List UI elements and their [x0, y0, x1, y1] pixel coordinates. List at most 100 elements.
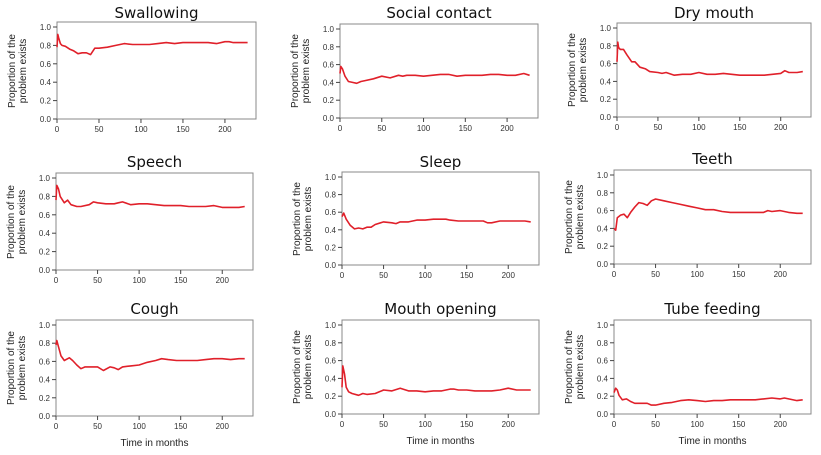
x-tick-label: 0: [54, 422, 59, 431]
x-tick-label: 0: [612, 420, 617, 429]
plot-frame: [341, 171, 540, 266]
x-tick-label: 50: [653, 123, 662, 132]
chart-title: Speech: [126, 153, 183, 171]
x-tick-label: 50: [651, 270, 660, 279]
chart-title: Cough: [130, 300, 179, 318]
x-tick-label: 50: [93, 276, 102, 285]
series-line: [56, 33, 248, 56]
y-tick-label: 1.0: [39, 321, 51, 330]
x-tick-label: 150: [174, 422, 188, 431]
y-tick-label: 0.2: [39, 248, 51, 257]
plot-frame: [55, 172, 254, 271]
y-tick-label: 0.8: [325, 191, 337, 200]
series-line: [613, 387, 803, 406]
y-tick-label: 0.4: [325, 226, 337, 235]
y-tick-label: 0.6: [597, 357, 609, 366]
y-tick-label: 1.0: [597, 171, 609, 180]
x-tick-label: 100: [417, 124, 431, 133]
y-tick-label: 0.6: [600, 60, 612, 69]
y-tick-label: 0.8: [600, 42, 612, 51]
y-tick-label: 1.0: [597, 321, 609, 330]
x-tick-label: 100: [418, 420, 432, 429]
y-tick-label: 0.2: [597, 392, 609, 401]
x-tick-label: 200: [502, 271, 516, 280]
y-tick-label: 0.0: [325, 261, 337, 270]
y-tick-label: 0.6: [325, 208, 337, 217]
plot-frame: [616, 22, 812, 118]
plot-frame: [56, 21, 257, 120]
y-tick-label: 0.0: [40, 115, 52, 124]
plot-frame: [613, 169, 812, 265]
series-line: [613, 198, 803, 231]
plot-frame: [613, 319, 812, 415]
y-tick-label: 0.4: [597, 374, 609, 383]
y-tick-label: 1.0: [325, 173, 337, 182]
y-tick-label: 0.8: [323, 43, 335, 52]
y-tick-label: 0.2: [323, 96, 335, 105]
y-tick-label: 0.4: [600, 77, 612, 86]
x-tick-label: 0: [55, 125, 60, 134]
y-tick-label: 1.0: [323, 25, 335, 34]
x-tick-label: 150: [459, 124, 473, 133]
x-tick-label: 0: [612, 270, 617, 279]
x-tick-label: 200: [774, 123, 788, 132]
x-tick-label: 0: [54, 276, 59, 285]
series-line: [341, 212, 531, 230]
y-tick-label: 0.2: [325, 243, 337, 252]
y-tick-label: 0.0: [597, 260, 609, 269]
x-tick-label: 50: [95, 125, 104, 134]
x-tick-label: 200: [216, 422, 230, 431]
series-line: [339, 65, 530, 85]
y-tick-label: 0.8: [40, 41, 52, 50]
x-tick-label: 150: [176, 125, 190, 134]
y-tick-label: 0.2: [40, 97, 52, 106]
x-tick-label: 150: [174, 276, 188, 285]
y-tick-label: 0.4: [39, 376, 51, 385]
y-tick-label: 0.2: [325, 392, 337, 401]
y-tick-label: 0.6: [39, 211, 51, 220]
y-tick-label: 0.0: [39, 412, 51, 421]
y-tick-label: 1.0: [40, 23, 52, 32]
chart-title: Sleep: [419, 153, 462, 171]
x-tick-label: 100: [692, 123, 706, 132]
y-tick-label: 0.0: [39, 266, 51, 275]
x-tick-label: 200: [774, 420, 788, 429]
x-tick-label: 100: [132, 276, 146, 285]
plot-frame: [55, 319, 254, 417]
x-tick-label: 0: [340, 420, 345, 429]
y-tick-label: 0.0: [325, 410, 337, 419]
x-axis-label: Time in months: [678, 436, 747, 447]
y-tick-label: 0.4: [39, 229, 51, 238]
y-tick-label: 0.0: [600, 113, 612, 122]
x-tick-label: 100: [134, 125, 148, 134]
y-tick-label: 1.0: [39, 174, 51, 183]
x-tick-label: 200: [500, 124, 514, 133]
series-line: [341, 365, 531, 397]
x-tick-label: 200: [774, 270, 788, 279]
chart-title: Mouth opening: [384, 300, 497, 318]
x-tick-label: 50: [93, 422, 102, 431]
x-tick-label: 150: [733, 123, 747, 132]
y-tick-label: 1.0: [600, 24, 612, 33]
x-tick-label: 0: [338, 124, 343, 133]
y-tick-label: 0.0: [597, 410, 609, 419]
x-tick-label: 200: [218, 125, 232, 134]
x-tick-label: 50: [377, 124, 386, 133]
chart-title: Swallowing: [114, 4, 199, 22]
y-tick-label: 0.8: [597, 339, 609, 348]
x-tick-label: 200: [216, 276, 230, 285]
y-tick-label: 0.8: [39, 192, 51, 201]
y-tick-label: 0.4: [597, 224, 609, 233]
y-tick-label: 0.6: [323, 61, 335, 70]
y-tick-label: 0.8: [325, 339, 337, 348]
x-tick-label: 100: [418, 271, 432, 280]
x-tick-label: 0: [340, 271, 345, 280]
